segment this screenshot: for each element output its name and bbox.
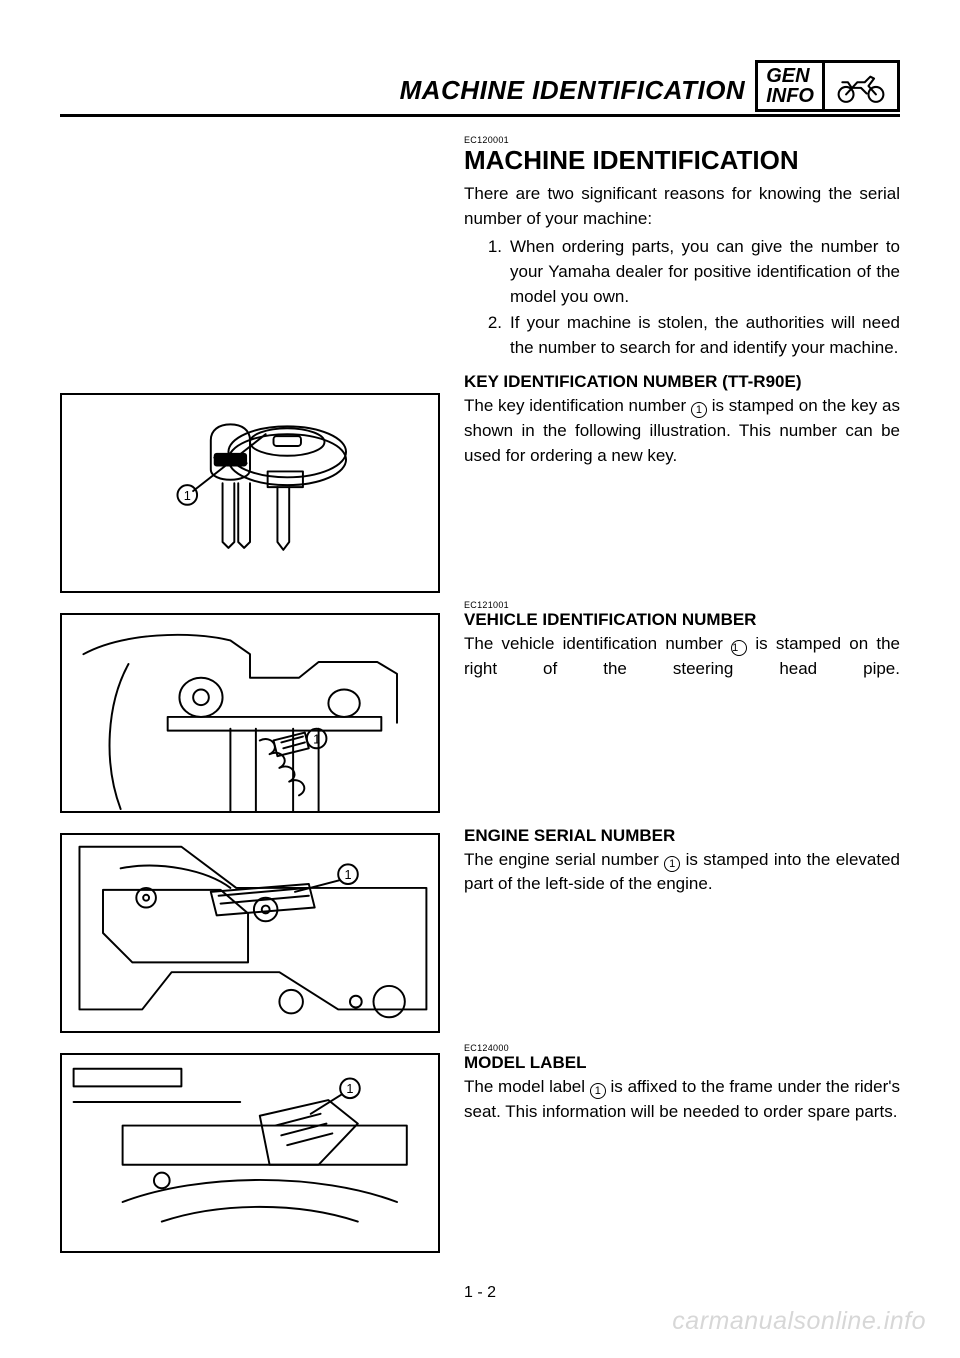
figure-callout-label: 1 bbox=[344, 867, 351, 882]
figure-callout-label: 1 bbox=[346, 1081, 353, 1096]
running-title: MACHINE IDENTIFICATION bbox=[400, 75, 746, 112]
figure-callout-label: 1 bbox=[184, 488, 191, 503]
section-subtitle: MODEL LABEL bbox=[464, 1053, 900, 1073]
watermark: carmanualsonline.info bbox=[672, 1307, 926, 1336]
list-item: 1. When ordering parts, you can give the… bbox=[464, 235, 900, 309]
reasons-list: 1. When ordering parts, you can give the… bbox=[464, 235, 900, 360]
list-item-number: 1. bbox=[464, 235, 510, 309]
page: MACHINE IDENTIFICATION GEN INFO bbox=[0, 0, 960, 1358]
reference-number-icon: 1 bbox=[691, 402, 707, 418]
section-subtitle: VEHICLE IDENTIFICATION NUMBER bbox=[464, 610, 900, 630]
ec-code: EC120001 bbox=[464, 135, 900, 145]
header-box-text: GEN INFO bbox=[758, 63, 825, 109]
motorcycle-icon bbox=[825, 63, 897, 109]
section-body: The key identification number 1 is stamp… bbox=[464, 394, 900, 468]
figure-model-label: 1 bbox=[60, 1053, 440, 1253]
body-part: The engine serial number bbox=[464, 850, 664, 869]
section-machine-id: EC120001 MACHINE IDENTIFICATION There ar… bbox=[464, 135, 900, 360]
text-column: EC120001 MACHINE IDENTIFICATION There ar… bbox=[464, 135, 900, 1253]
page-number: 1 - 2 bbox=[0, 1284, 960, 1302]
header-rule bbox=[60, 114, 900, 117]
body-part: The vehicle identification number bbox=[464, 634, 731, 653]
section-intro: There are two significant reasons for kn… bbox=[464, 182, 900, 231]
figure-key: YAMAHA 1 bbox=[60, 393, 440, 593]
list-item: 2. If your machine is stolen, the author… bbox=[464, 311, 900, 360]
list-item-text: If your machine is stolen, the authoriti… bbox=[510, 311, 900, 360]
list-item-number: 2. bbox=[464, 311, 510, 360]
reference-number-icon: 1 bbox=[590, 1083, 606, 1099]
section-subtitle: ENGINE SERIAL NUMBER bbox=[464, 826, 900, 846]
header-chapter-box: GEN INFO bbox=[755, 60, 900, 112]
section-body: The model label 1 is affixed to the fram… bbox=[464, 1075, 900, 1124]
body-part: The key identification number bbox=[464, 396, 691, 415]
figure-vehicle-id: 1 bbox=[60, 613, 440, 813]
figure-column: YAMAHA 1 bbox=[60, 135, 440, 1253]
figure-callout-label: 1 bbox=[313, 731, 320, 746]
section-key-id: KEY IDENTIFICATION NUMBER (TT-R90E) The … bbox=[464, 372, 900, 468]
header-box-line2: INFO bbox=[766, 86, 814, 106]
spacer bbox=[464, 468, 900, 578]
body-part: The model label bbox=[464, 1077, 590, 1096]
spacer bbox=[464, 897, 900, 1007]
spacer bbox=[464, 682, 900, 778]
content-columns: YAMAHA 1 bbox=[60, 135, 900, 1253]
section-engine-serial: ENGINE SERIAL NUMBER The engine serial n… bbox=[464, 826, 900, 897]
section-model-label: EC124000 MODEL LABEL The model label 1 i… bbox=[464, 1043, 900, 1124]
section-body: The vehicle identification number 1 is s… bbox=[464, 632, 900, 681]
ec-code: EC121001 bbox=[464, 600, 900, 610]
section-subtitle: KEY IDENTIFICATION NUMBER (TT-R90E) bbox=[464, 372, 900, 392]
list-item-text: When ordering parts, you can give the nu… bbox=[510, 235, 900, 309]
reference-number-icon: 1 bbox=[664, 856, 680, 872]
reference-number-icon: 1 bbox=[731, 640, 747, 656]
section-title: MACHINE IDENTIFICATION bbox=[464, 145, 900, 176]
section-body: The engine serial number 1 is stamped in… bbox=[464, 848, 900, 897]
ec-code: EC124000 bbox=[464, 1043, 900, 1053]
header-row: MACHINE IDENTIFICATION GEN INFO bbox=[60, 60, 900, 112]
section-vin: EC121001 VEHICLE IDENTIFICATION NUMBER T… bbox=[464, 600, 900, 681]
figure-engine-serial: 1 bbox=[60, 833, 440, 1033]
header-box-line1: GEN bbox=[766, 66, 814, 86]
